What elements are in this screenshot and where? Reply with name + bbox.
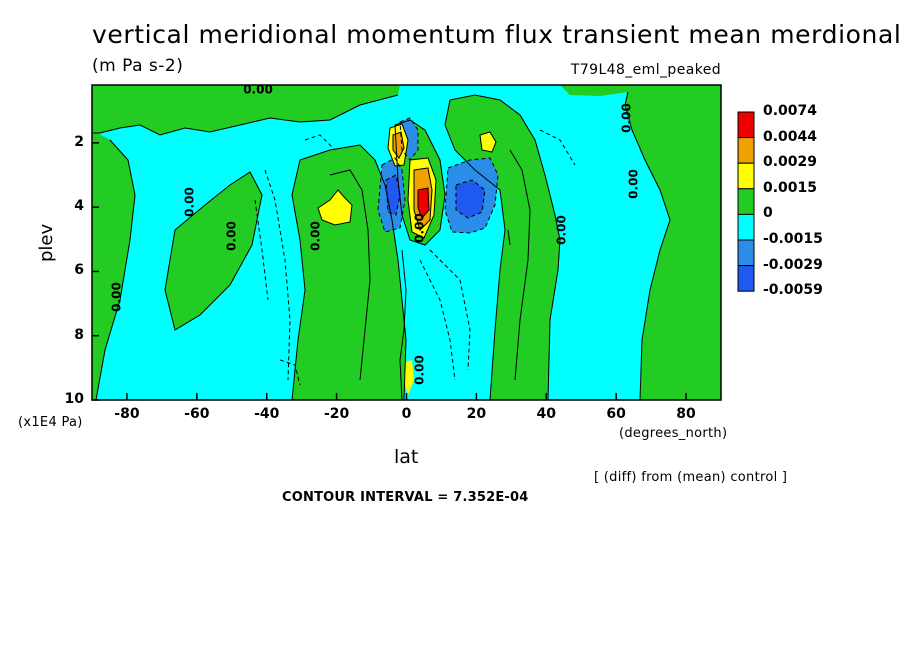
contour-equator-2 <box>407 157 437 239</box>
contour-label: 0.00 <box>110 282 124 312</box>
legend-swatch <box>737 265 755 292</box>
contour-neg-3 <box>304 134 336 151</box>
legend-swatch <box>737 137 755 164</box>
y-tick-label: 6 <box>74 262 84 279</box>
contour-zero-nh-right <box>624 91 671 400</box>
chart-title: vertical meridional momentum flux transi… <box>92 20 902 49</box>
contour-neg-4 <box>377 157 406 233</box>
contour-neg-9 <box>419 259 456 381</box>
legend-level-label: -0.0059 <box>763 282 823 299</box>
contour-neg-8 <box>455 179 486 219</box>
region-yellow-bottom <box>404 360 414 395</box>
legend-swatch <box>737 111 755 139</box>
run-name: T79L48_eml_peaked <box>570 62 721 78</box>
y-tick-label: 10 <box>64 391 84 407</box>
contour-neg-2 <box>254 199 269 301</box>
x-tick-label: 20 <box>466 406 487 422</box>
contour-zero-left <box>92 94 399 136</box>
region-red-max <box>418 188 429 218</box>
region-top-right <box>560 85 630 96</box>
y-tick-label: 2 <box>74 133 84 150</box>
contour-label: 0.00 <box>555 215 569 245</box>
x-tick-label: 60 <box>606 406 626 422</box>
region-left-column <box>92 130 135 400</box>
legend-level-label: -0.0015 <box>763 231 823 247</box>
x-tick-label: 40 <box>536 406 556 422</box>
region-blue-right-core <box>456 180 485 218</box>
y-axis-units: (x1E4 Pa) <box>18 415 83 430</box>
contour-zero-nh <box>444 94 561 400</box>
contour-label: 0.00 <box>627 169 641 199</box>
legend-level-label: 0 <box>763 205 773 222</box>
legend-level-label: 0.0044 <box>763 128 818 145</box>
region-nh-right <box>625 85 721 400</box>
contour-neg-10 <box>429 249 471 371</box>
y-axis-label: plev <box>36 223 57 262</box>
contour-equator-4 <box>417 187 430 219</box>
contour-zero-sh-mid <box>164 171 263 331</box>
contour-label: 0.00 <box>413 213 427 243</box>
x-tick-label: 0 <box>401 406 412 422</box>
legend-swatch <box>737 239 755 267</box>
contour-label: 0.00 <box>243 83 273 97</box>
region-nh-column <box>445 95 560 400</box>
contour-equator-1 <box>394 119 446 246</box>
contour-yellow-nh <box>479 131 497 153</box>
contour-neg-7 <box>444 157 499 234</box>
x-tick-label: -80 <box>114 406 140 422</box>
legend-level-label: 0.0074 <box>763 103 818 119</box>
region-yellow-sh <box>318 190 352 225</box>
x-tick-label: -40 <box>254 406 280 422</box>
legend-level-label: -0.0029 <box>763 256 823 273</box>
legend-swatch <box>737 213 755 241</box>
contour-label: 0.00 <box>225 221 239 251</box>
region-upper-band <box>92 85 400 135</box>
region-yellow-nh <box>480 132 496 152</box>
legend-swatch <box>737 162 755 190</box>
contour-label: 0.00 <box>413 355 427 385</box>
contour-label: 0.00 <box>183 187 197 217</box>
region-sh-mid <box>165 172 262 330</box>
legend-swatch <box>737 188 755 215</box>
contour-interval: CONTOUR INTERVAL = 7.352E-04 <box>282 490 529 505</box>
contour-neg-1 <box>264 169 291 381</box>
contour-inner-sh <box>329 169 371 381</box>
contour-upper-2 <box>392 131 405 159</box>
contour-equator-3 <box>413 167 433 231</box>
contour-neg-12 <box>279 359 301 386</box>
contour-upper-1 <box>387 123 409 167</box>
x-axis-units: (degrees_north) <box>619 426 728 441</box>
y-tick-label: 4 <box>74 198 84 215</box>
contour-neg-11 <box>539 129 576 166</box>
contour-nh-blip <box>507 229 511 246</box>
contour-inner-nh <box>509 149 531 381</box>
x-tick-label: 80 <box>676 406 696 422</box>
diff-note: [ (diff) from (mean) control ] <box>594 470 788 485</box>
contour-label: 0.00 <box>620 103 634 133</box>
x-tick-label: -60 <box>184 406 210 422</box>
legend-level-label: 0.0029 <box>763 154 818 171</box>
contour-equator-lower <box>399 249 407 400</box>
contour-label: 0.00 <box>309 221 323 251</box>
legend-level-label: 0.0015 <box>763 179 818 196</box>
contour-neg-6 <box>399 117 419 161</box>
y-tick-label: 8 <box>74 326 84 343</box>
x-tick-label: -20 <box>323 406 350 422</box>
x-axis-label: lat <box>394 446 419 468</box>
contour-yellow-sh <box>317 189 353 226</box>
chart-units: (m Pa s-2) <box>92 56 184 76</box>
contour-neg-5 <box>385 174 401 216</box>
contour-zero-left-column <box>95 139 136 400</box>
